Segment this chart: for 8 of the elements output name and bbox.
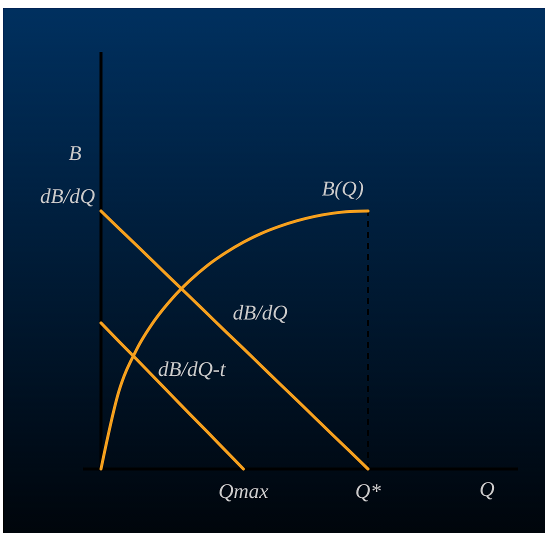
x-tick-label: Q* bbox=[355, 479, 382, 503]
x-axis-title: Q bbox=[479, 477, 495, 501]
series-label: B(Q) bbox=[322, 176, 364, 201]
text: dB/dQ bbox=[40, 184, 95, 208]
series-label: dB/dQ bbox=[232, 300, 288, 324]
x-tick-label: Qmax bbox=[218, 479, 270, 503]
series-label: dB/dQ-t bbox=[158, 357, 227, 382]
y-axis-title: B bbox=[68, 141, 82, 165]
